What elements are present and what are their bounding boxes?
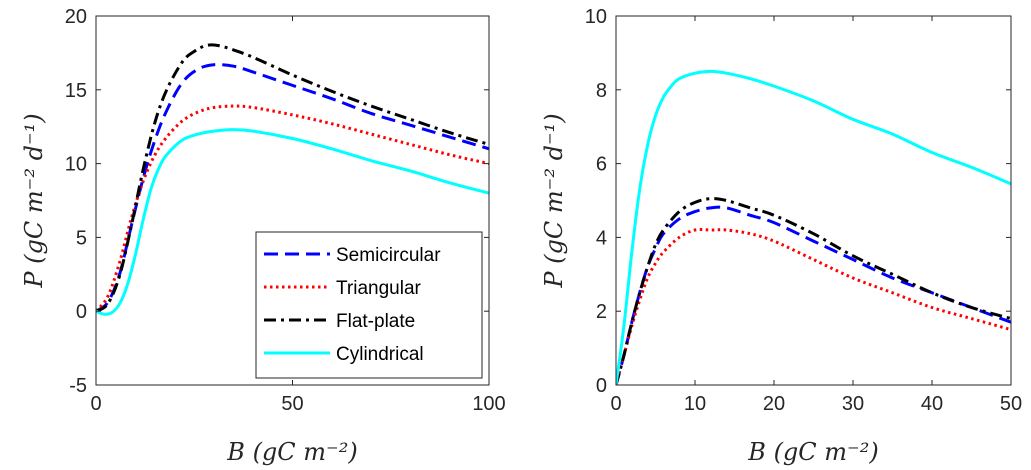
x-tick-label: 50 bbox=[1000, 393, 1022, 415]
series-line-triangular bbox=[96, 104, 489, 313]
series-line-triangular bbox=[616, 227, 1011, 385]
x-tick-label: 30 bbox=[842, 393, 864, 415]
x-tick-label: 20 bbox=[763, 393, 785, 415]
y-tick-label: 0 bbox=[76, 301, 87, 323]
y-tick-label: 4 bbox=[596, 227, 607, 249]
series-line-semicircular bbox=[616, 205, 1011, 385]
y-tick-label: 15 bbox=[65, 80, 87, 102]
y-tick-label: -5 bbox=[69, 375, 87, 397]
y-tick-label: 6 bbox=[596, 154, 607, 176]
x-tick-label: 40 bbox=[921, 393, 943, 415]
series-line-flat-plate bbox=[616, 197, 1011, 385]
x-axis-label: B (gC m⁻²) bbox=[226, 438, 357, 466]
series-line-cylindrical bbox=[616, 69, 1011, 385]
x-tick-label: 0 bbox=[90, 393, 101, 415]
y-tick-label: 0 bbox=[596, 375, 607, 397]
right-plot: 0 10 20 30 40 50 0 2 4 6 8 10 B (gC m⁻²) P (gC m⁻² d⁻… bbox=[540, 6, 1022, 466]
series-line-cylindrical bbox=[96, 128, 489, 316]
y-tick-label: 10 bbox=[585, 6, 607, 28]
y-tick-label: 8 bbox=[596, 80, 607, 102]
x-tick-label: 10 bbox=[684, 393, 706, 415]
x-tick-label: 50 bbox=[281, 393, 303, 415]
y-tick-label: 20 bbox=[65, 6, 87, 28]
x-tick-label: 100 bbox=[472, 393, 505, 415]
legend-label-triangular: Triangular bbox=[336, 278, 422, 299]
y-axis-label: P (gC m⁻² d⁻¹) bbox=[540, 113, 568, 288]
y-tick-label: 5 bbox=[76, 227, 87, 249]
x-axis-label: B (gC m⁻²) bbox=[747, 438, 878, 466]
y-axis-label: P (gC m⁻² d⁻¹) bbox=[20, 113, 48, 288]
legend-label-cylindrical: Cylindrical bbox=[336, 344, 424, 365]
y-tick-label: 10 bbox=[65, 154, 87, 176]
x-tick-label: 0 bbox=[610, 393, 621, 415]
legend-label-semicircular: Semicircular bbox=[336, 245, 441, 266]
series-group bbox=[96, 43, 489, 316]
series-group bbox=[616, 69, 1011, 385]
legend-label-flat-plate: Flat-plate bbox=[336, 311, 415, 332]
legend: Semicircular Triangular Flat-plate Cylindri… bbox=[255, 231, 483, 379]
y-tick-label: 2 bbox=[596, 301, 607, 323]
axes-box bbox=[615, 15, 1012, 386]
